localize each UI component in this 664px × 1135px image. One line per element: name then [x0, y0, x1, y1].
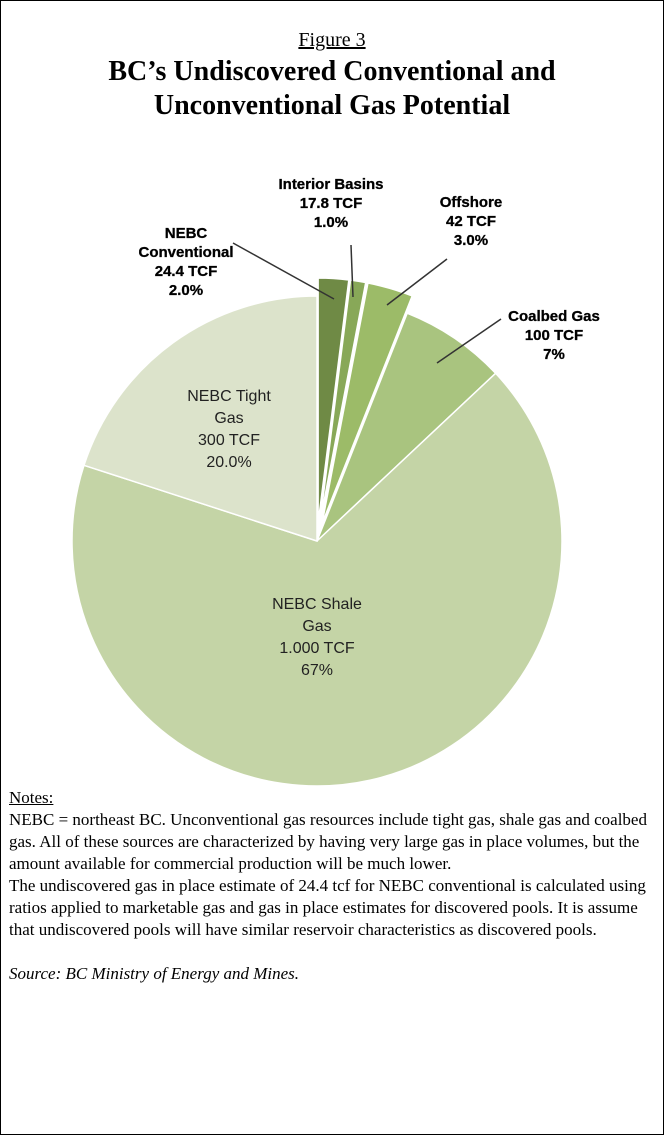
label-line: 7%: [543, 346, 565, 363]
pie-slice: [321, 282, 414, 524]
label-line: Offshore: [440, 194, 503, 211]
slice-label: Offshore 42 TCF 3.0%: [440, 194, 503, 249]
slice-label: Interior Basins 17.8 TCF 1.0%: [278, 176, 383, 231]
slice-label: Coalbed Gas 100 TCF 7%: [508, 308, 600, 363]
slice-label: NEBC Shale Gas 1.000 TCF 67%: [272, 596, 362, 679]
label-line: 67%: [301, 662, 333, 679]
leader-line: [350, 244, 354, 298]
label-line: NEBC Tight: [187, 388, 271, 405]
label-line: Gas: [214, 410, 243, 427]
label-line: 2.0%: [169, 282, 203, 299]
pie-slice: [319, 279, 367, 524]
label-line: 1.0%: [314, 214, 348, 231]
pie-slice: [316, 312, 497, 542]
figure-label: Figure 3: [298, 29, 366, 51]
pie-slice: [71, 372, 563, 787]
notes-heading: Notes:: [9, 788, 54, 807]
label-line: NEBC: [165, 225, 208, 242]
label-line: 300 TCF: [198, 432, 260, 449]
label-line: 17.8 TCF: [300, 195, 363, 212]
note-paragraph: NEBC = northeast BC. Unconventional gas …: [9, 810, 647, 873]
label-line: NEBC Shale: [272, 596, 362, 613]
label-line: 20.0%: [206, 454, 251, 471]
chart-title: BC’s Undiscovered Conventional and Uncon…: [108, 56, 556, 121]
pie-slice: [317, 277, 350, 524]
slice-label: NEBC Conventional 24.4 TCF 2.0%: [138, 225, 233, 299]
label-line: 100 TCF: [525, 327, 583, 344]
label-line: 24.4 TCF: [155, 263, 218, 280]
label-line: Interior Basins: [278, 176, 383, 193]
pie-slice: [83, 295, 318, 543]
leader-line: [436, 318, 502, 364]
notes: Notes: NEBC = northeast BC. Unconvention…: [9, 787, 659, 985]
label-line: 42 TCF: [446, 213, 496, 230]
label-line: 3.0%: [454, 232, 488, 249]
label-line: 1.000 TCF: [279, 640, 355, 657]
leader-line: [232, 242, 335, 300]
source: Source: BC Ministry of Energy and Mines.: [9, 964, 300, 983]
label-line: Conventional: [138, 244, 233, 261]
chart: NEBC Conventional 24.4 TCF 2.0% Interior Bas…: [71, 176, 600, 787]
leader-line: [386, 258, 448, 306]
note-paragraph: The undiscovered gas in place estimate o…: [9, 876, 646, 939]
label-line: Coalbed Gas: [508, 308, 600, 325]
slice-label: NEBC Tight Gas 300 TCF 20.0%: [187, 388, 271, 471]
label-line: Gas: [302, 618, 331, 635]
